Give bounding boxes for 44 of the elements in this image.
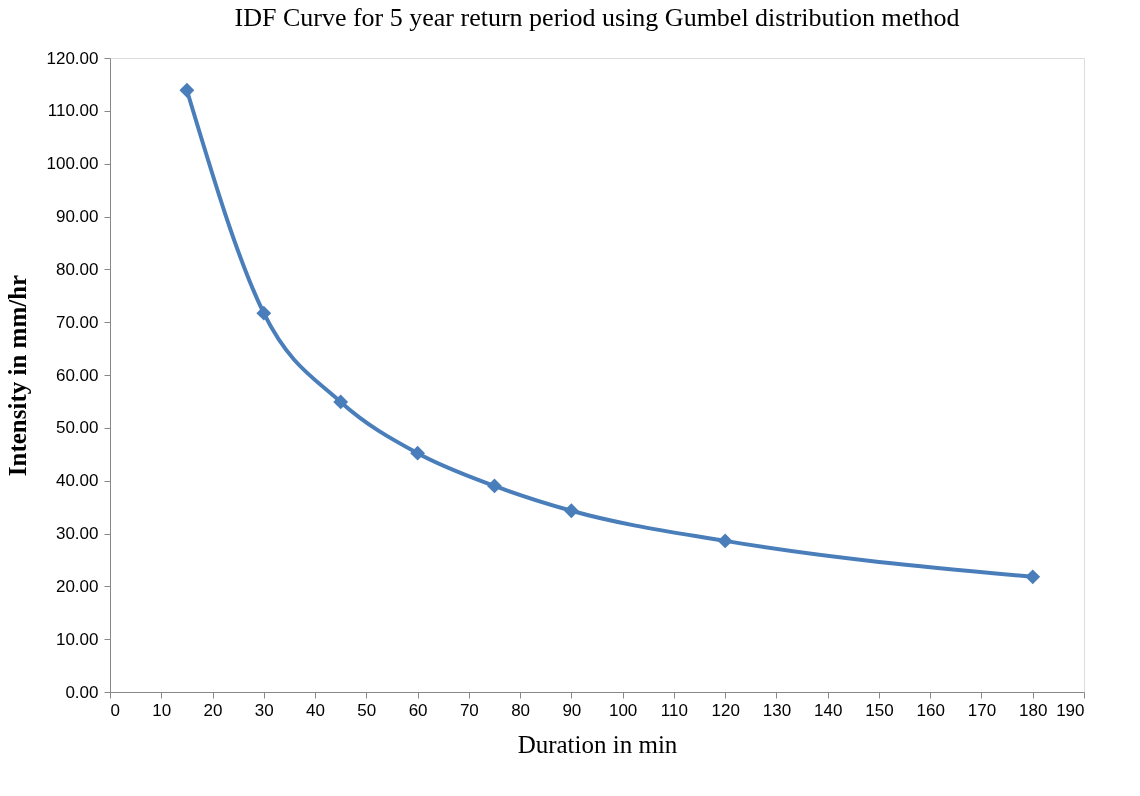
x-tick-label: 190	[1056, 700, 1085, 720]
point	[179, 82, 195, 98]
point	[333, 394, 349, 410]
y-tick-label: 60.00	[55, 365, 99, 385]
x-tick-label: 90	[562, 700, 582, 720]
x-tick-label: 20	[203, 700, 223, 720]
y-tick-label: 90.00	[55, 207, 99, 226]
point	[256, 305, 272, 321]
y-tick-label: 20.00	[55, 576, 99, 596]
x-tick-label: 120	[711, 700, 740, 720]
x-tick-label: 60	[408, 700, 428, 720]
x-tick-label: 30	[254, 700, 274, 720]
x-tick-label: 150	[865, 700, 894, 720]
x-tick-label: 0	[110, 700, 120, 720]
x-tick-label: 170	[967, 700, 997, 720]
chart-title: IDF Curve for 5 year return period using Gumbel distribution method	[234, 3, 960, 32]
x-axis-title: Duration in min	[517, 730, 678, 758]
y-tick-label: 10.00	[55, 629, 99, 649]
x-tick-label: 100	[608, 700, 638, 720]
point	[487, 478, 502, 494]
x-tick-label: 160	[916, 700, 945, 720]
x-tick-label: 80	[511, 700, 531, 720]
y-tick-label: 40.00	[55, 471, 99, 491]
y-tick-label: 0.00	[65, 682, 99, 702]
point	[410, 445, 425, 461]
y-tick-label: 80.00	[55, 259, 99, 279]
point	[1025, 569, 1041, 585]
point	[563, 503, 579, 519]
x-tick-label: 130	[762, 700, 792, 720]
y-axis-title: Intensity in mm/hr	[3, 274, 31, 477]
y-tick-label: 50.00	[55, 418, 99, 438]
point	[717, 533, 733, 549]
x-tick-label: 40	[306, 700, 326, 720]
y-tick-label: 110.00	[47, 101, 99, 121]
x-tick-label: 10	[152, 700, 172, 720]
y-tick-label: 100.00	[46, 154, 99, 174]
x-tick-label: 110	[660, 700, 688, 720]
x-tick-label: 50	[357, 700, 377, 720]
y-tick-label: 70.00	[55, 312, 99, 332]
x-tick-label: 70	[459, 700, 479, 720]
y-tick-label: 120.00	[46, 48, 99, 68]
x-tick-label: 140	[814, 700, 843, 720]
y-tick-label: 30.00	[55, 524, 99, 543]
x-tick-label: 180	[1019, 700, 1048, 720]
